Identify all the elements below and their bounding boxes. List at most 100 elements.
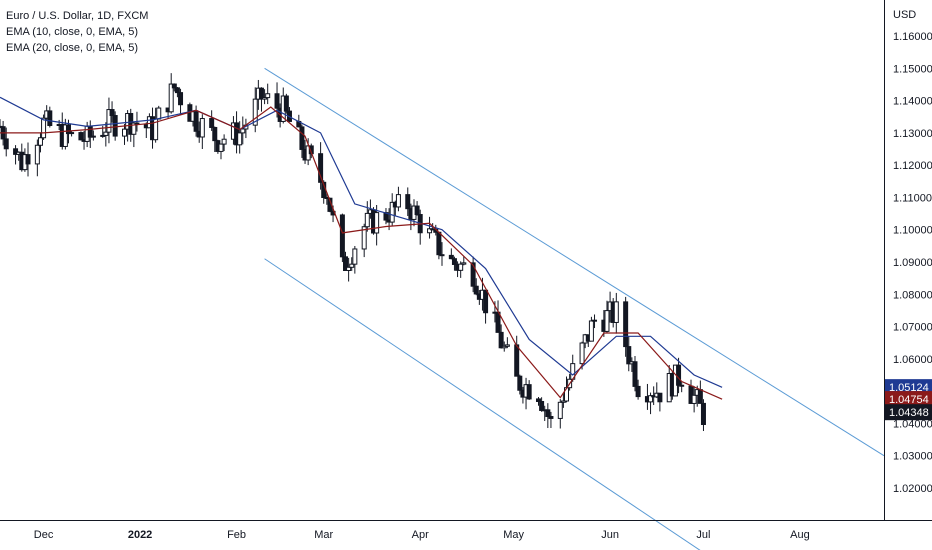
candle[interactable] [299, 124, 305, 158]
candle[interactable] [545, 403, 551, 429]
candle[interactable] [588, 316, 594, 342]
candle[interactable] [171, 83, 177, 92]
candle[interactable] [87, 120, 93, 148]
candle[interactable] [131, 121, 137, 148]
candle[interactable] [495, 300, 501, 333]
time-axis[interactable]: Dec 2022 Feb Mar Apr May Jun Jul Aug [34, 529, 810, 541]
candle[interactable] [691, 386, 697, 413]
upper-channel-line[interactable] [264, 67, 885, 457]
candle[interactable] [514, 335, 520, 377]
candle[interactable] [240, 116, 246, 145]
candle[interactable] [209, 110, 215, 131]
candle[interactable] [648, 392, 654, 415]
candle[interactable] [283, 93, 289, 114]
candle[interactable] [395, 186, 401, 212]
candle[interactable] [458, 261, 464, 278]
candle[interactable] [25, 142, 31, 177]
candle[interactable] [417, 209, 423, 245]
candle[interactable] [265, 83, 271, 105]
candle[interactable] [470, 256, 476, 293]
candle[interactable] [343, 251, 349, 272]
candle[interactable] [427, 216, 433, 239]
candle[interactable] [560, 393, 566, 408]
candle[interactable] [262, 89, 268, 105]
candle[interactable] [498, 324, 504, 349]
time-tick-label: Aug [790, 529, 810, 541]
candle[interactable] [592, 314, 598, 329]
price-axis[interactable]: 1.16000 1.15000 1.14000 1.13000 1.12000 1.110… [893, 31, 932, 495]
candle[interactable] [156, 105, 162, 120]
ema10-line[interactable] [0, 106, 723, 400]
candle[interactable] [62, 118, 68, 150]
candle[interactable] [657, 392, 663, 412]
legend-ema10[interactable]: EMA (10, close, 0, EMA, 5) [6, 26, 139, 38]
candle[interactable] [34, 139, 40, 177]
candle[interactable] [103, 122, 109, 147]
candle[interactable] [352, 245, 358, 274]
candle[interactable] [339, 213, 345, 263]
candle[interactable] [374, 205, 380, 246]
lower-channel-line[interactable] [264, 258, 704, 550]
candle[interactable] [539, 397, 545, 412]
candle[interactable] [78, 131, 84, 141]
candle[interactable] [122, 124, 128, 145]
candle[interactable] [700, 399, 706, 432]
candle[interactable] [178, 88, 184, 115]
candle[interactable] [174, 87, 180, 98]
candle[interactable] [635, 379, 641, 400]
candle[interactable] [218, 143, 224, 160]
candle[interactable] [526, 380, 532, 400]
candle[interactable] [504, 337, 510, 349]
candle[interactable] [473, 278, 479, 296]
candle[interactable] [258, 87, 264, 112]
candle[interactable] [237, 121, 243, 154]
chart-legend: Euro / U.S. Dollar, 1D, FXCM EMA (10, cl… [6, 8, 148, 56]
candle[interactable] [613, 292, 619, 334]
candle[interactable] [69, 130, 75, 137]
candle[interactable] [604, 300, 610, 333]
candle[interactable] [483, 289, 489, 324]
candle[interactable] [405, 187, 411, 216]
candle[interactable] [37, 132, 43, 153]
candle[interactable] [414, 201, 420, 216]
candle[interactable] [252, 87, 258, 133]
candle[interactable] [168, 73, 174, 114]
candle[interactable] [439, 242, 445, 266]
candle[interactable] [318, 142, 324, 190]
candle[interactable] [47, 106, 53, 128]
candle[interactable] [41, 114, 47, 140]
candle[interactable] [697, 380, 703, 404]
candle[interactable] [221, 134, 227, 152]
candle[interactable] [106, 97, 112, 144]
candle[interactable] [448, 248, 454, 260]
legend-ema20[interactable]: EMA (20, close, 0, EMA, 5) [6, 42, 139, 54]
candle[interactable] [212, 126, 218, 153]
candle[interactable] [109, 101, 115, 123]
candle[interactable] [90, 130, 96, 141]
candle[interactable] [13, 145, 19, 165]
candle[interactable] [451, 256, 457, 271]
candle[interactable] [461, 256, 467, 266]
legend-symbol-title[interactable]: Euro / U.S. Dollar, 1D, FXCM [6, 10, 149, 22]
candle[interactable] [349, 257, 355, 271]
candle[interactable] [364, 201, 370, 232]
candle[interactable] [548, 411, 554, 428]
candle[interactable] [632, 355, 638, 392]
candle[interactable] [243, 118, 249, 139]
price-badge: 1.04348 [885, 404, 932, 421]
ema20-line[interactable] [0, 96, 723, 388]
candle[interactable] [517, 374, 523, 395]
candle[interactable] [389, 193, 395, 226]
candle[interactable] [623, 296, 629, 357]
candle[interactable] [679, 381, 685, 393]
candle[interactable] [199, 114, 205, 150]
candle[interactable] [626, 336, 632, 372]
candle[interactable] [112, 111, 118, 141]
candle[interactable] [234, 111, 240, 154]
candle[interactable] [557, 399, 563, 429]
candle[interactable] [535, 397, 541, 406]
candle[interactable] [361, 223, 367, 258]
candle[interactable] [501, 341, 507, 352]
candle[interactable] [346, 257, 352, 282]
